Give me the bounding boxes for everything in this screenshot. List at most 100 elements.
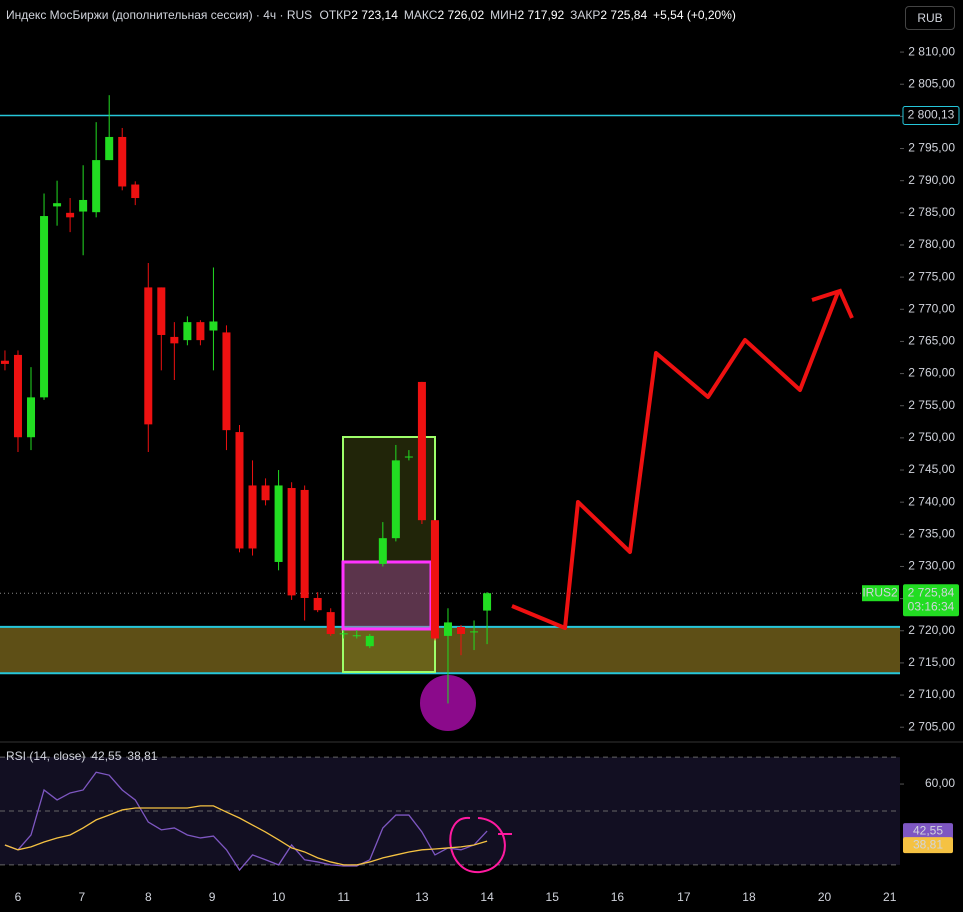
candle-body	[13, 354, 22, 438]
candle-body	[365, 635, 374, 647]
y-tick-label: 2 770,00	[908, 301, 955, 315]
value-box	[903, 823, 953, 840]
y-tick-label: 2 705,00	[908, 719, 955, 733]
candle-body	[248, 485, 257, 549]
candle-body	[183, 322, 192, 341]
legend: Индекс МосБиржи (дополнительная сессия) …	[6, 8, 742, 22]
y-tick-label: 2 810,00	[908, 44, 955, 58]
candle-body	[339, 633, 348, 635]
countdown: 03:16:34	[908, 599, 955, 613]
candle-body	[131, 184, 140, 199]
legend-value: 42,55	[91, 749, 121, 763]
level-label: 2 800,13	[908, 108, 955, 122]
value-label: 38,81	[913, 837, 943, 851]
x-tick-label: 14	[480, 890, 494, 904]
x-tick-label: 18	[742, 890, 756, 904]
y-tick-label: 2 780,00	[908, 237, 955, 251]
candle-body	[300, 489, 309, 598]
x-tick-label: 6	[15, 890, 22, 904]
symbol: IRUS2	[862, 585, 898, 599]
x-tick-label: 16	[611, 890, 625, 904]
candle-body	[53, 203, 62, 207]
candle-body	[118, 136, 127, 187]
y-tick-label: 2 755,00	[908, 398, 955, 412]
candle-body	[79, 199, 88, 212]
ohlc-label: ОТКР	[319, 8, 352, 22]
arrow	[511, 291, 840, 630]
x-tick-label: 15	[546, 890, 560, 904]
candle-body	[66, 212, 75, 218]
value-box	[903, 837, 953, 854]
x-tick-label: 13	[415, 890, 429, 904]
symbol-box	[862, 585, 899, 602]
x-tick-label: 9	[209, 890, 216, 904]
y-tick-label: 2 745,00	[908, 462, 955, 476]
legend-value: 38,81	[127, 749, 157, 763]
candle-body	[287, 488, 296, 596]
candle-body	[274, 485, 283, 562]
rsi-line	[4, 805, 488, 866]
ohlc-label: МАКС	[403, 8, 438, 22]
candle-body	[27, 397, 36, 438]
currency-button[interactable]: RUB	[905, 6, 955, 30]
indicator-title: RSI (14, close)	[6, 749, 85, 763]
arrow-head	[811, 288, 854, 319]
y-tick-label: 2 805,00	[908, 76, 955, 90]
candle-body	[483, 593, 492, 611]
y-tick-label: 2 715,00	[908, 655, 955, 669]
candle-body	[40, 216, 49, 398]
candle-body	[391, 460, 400, 539]
candle-body	[209, 321, 218, 331]
candle-body	[457, 626, 466, 634]
candle-body	[0, 360, 9, 364]
candle-body	[470, 631, 479, 633]
price-box	[903, 584, 959, 617]
level-label-box	[902, 106, 960, 126]
y-tick-label: 60,00	[925, 776, 955, 790]
candle-body	[313, 597, 322, 611]
change: +5,54 (+0,20%)	[653, 8, 736, 22]
y-tick-label: 2 750,00	[908, 430, 955, 444]
y-tick-label: 2 710,00	[908, 687, 955, 701]
candle-body	[352, 635, 361, 637]
candle-body	[417, 381, 426, 521]
y-tick-label: 2 720,00	[908, 623, 955, 637]
candle-body	[326, 612, 335, 634]
candle-body	[404, 456, 413, 458]
x-tick-label: 7	[78, 890, 85, 904]
x-tick-label: 11	[338, 890, 351, 904]
y-tick-label: 2 785,00	[908, 205, 955, 219]
x-tick-label: 8	[145, 890, 152, 904]
last-price: 2 725,84	[908, 585, 955, 599]
candle-body	[92, 160, 101, 213]
candle-body	[170, 336, 179, 344]
candle-body	[430, 520, 439, 639]
x-tick-label: 21	[883, 890, 897, 904]
candle-body	[196, 322, 205, 341]
ohlc-label: ЗАКР	[570, 8, 601, 22]
candle-body	[235, 432, 244, 549]
y-tick-label: 2 735,00	[908, 526, 955, 540]
candle-body	[261, 485, 270, 501]
ohlc-value: 2 723,14	[351, 8, 398, 22]
x-tick-label: 17	[677, 890, 691, 904]
ohlc-value: 2 717,92	[517, 8, 565, 22]
candle-body	[157, 287, 166, 335]
candle-body	[378, 538, 387, 564]
y-tick-label: 2 775,00	[908, 269, 955, 283]
scribble	[449, 816, 512, 874]
ohlc-value: 2 726,02	[437, 8, 485, 22]
candle-body	[222, 332, 231, 431]
rsi-line	[4, 771, 488, 872]
ohlc-value: 2 725,84	[600, 8, 648, 22]
y-tick-label: 2 795,00	[908, 141, 955, 155]
title: Индекс МосБиржи (дополнительная сессия) …	[6, 8, 313, 22]
candle-body	[443, 622, 452, 636]
ohlc-label: МИН	[490, 8, 518, 22]
y-tick-label: 2 790,00	[908, 173, 955, 187]
box	[341, 560, 433, 631]
y-tick-label: 2 740,00	[908, 494, 955, 508]
y-tick-label: 2 765,00	[908, 334, 955, 348]
y-tick-label: 2 760,00	[908, 366, 955, 380]
y-tick-label: 2 730,00	[908, 559, 955, 573]
